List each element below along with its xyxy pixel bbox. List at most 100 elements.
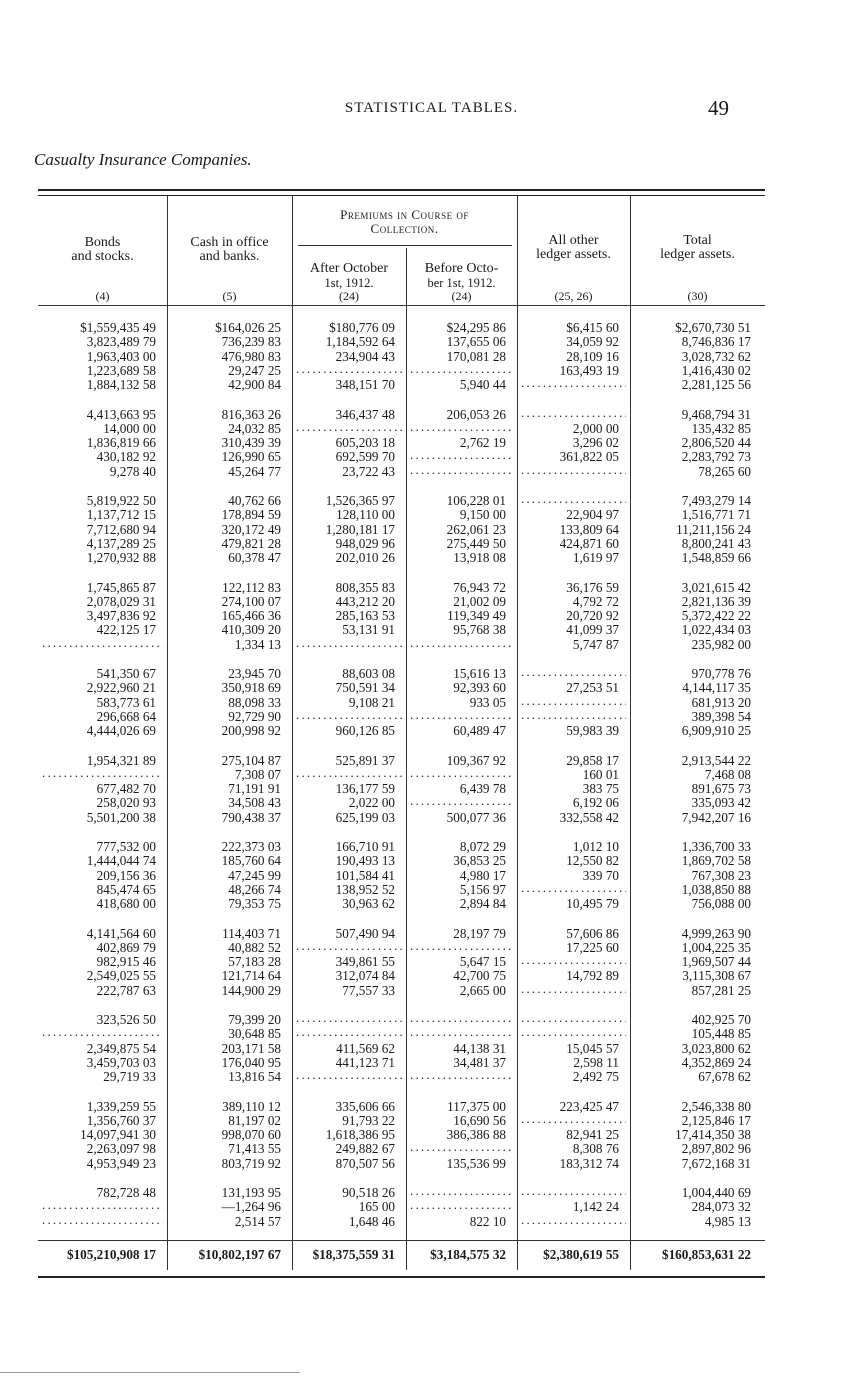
- table-cell: 803,719 92: [221, 1155, 281, 1171]
- table-cell: 677,482 70: [96, 781, 156, 797]
- dot-leader: ........................................: [296, 940, 402, 953]
- table-cell: 430,182 92: [96, 449, 156, 465]
- table-cell: 1,963,403 00: [86, 348, 156, 364]
- table-cell: 16,690 56: [453, 1112, 506, 1128]
- header-line: 1st, 1912.: [324, 276, 374, 290]
- page-number: 49: [708, 96, 729, 120]
- table-cell: 27,253 51: [566, 680, 619, 696]
- header-bonds: Bonds and stocks.: [38, 236, 167, 264]
- table-cell: $2,670,730 51: [675, 320, 751, 335]
- table-cell: 42,900 84: [228, 377, 281, 393]
- table-cell: 2,349,875 54: [86, 1040, 156, 1056]
- header-line: All other: [548, 233, 599, 248]
- table-cell: 24,032 85: [228, 420, 281, 436]
- table-cell: 541,350 67: [96, 666, 156, 681]
- table-cell: 88,098 33: [228, 694, 281, 710]
- table-cell: 126,990 65: [221, 449, 281, 465]
- table-cell: 2,897,802 96: [681, 1141, 751, 1157]
- column-number: (5): [222, 289, 237, 303]
- table-cell: 4,444,026 69: [86, 723, 156, 739]
- table-cell: 389,398 54: [691, 708, 751, 724]
- dot-leader: ........................................: [42, 637, 163, 650]
- table-cell: 160 01: [582, 766, 619, 782]
- table-cell: 5,747 87: [572, 636, 619, 652]
- dot-leader: ........................................: [521, 464, 626, 477]
- dot-leader: ........................................: [521, 955, 626, 968]
- table-cell: 4,953,949 23: [86, 1155, 156, 1171]
- table-cell: 23,945 70: [228, 666, 281, 681]
- table-cell: 389,110 12: [222, 1098, 281, 1114]
- table-cell: 190,493 13: [335, 853, 395, 869]
- table-cell: 808,355 83: [335, 579, 395, 595]
- table-cell: 8,308 76: [572, 1141, 619, 1157]
- table-cell: 30,648 85: [228, 1026, 281, 1042]
- table-cell: 60,378 47: [228, 550, 281, 566]
- total-cell: $160,853,631 22: [661, 1247, 751, 1262]
- header-all-other: All other ledger assets.: [517, 234, 630, 262]
- table-cell: 48,266 74: [228, 881, 281, 897]
- dot-leader: ........................................: [410, 940, 513, 953]
- table-cell: 1,334 13: [234, 636, 281, 652]
- bottom-rule: [38, 1276, 765, 1278]
- column-number: (4): [95, 289, 110, 303]
- table-cell: 7,712,680 94: [86, 521, 156, 537]
- table-cell: 402,869 79: [96, 939, 156, 955]
- table-cell: 312,074 84: [335, 968, 395, 984]
- table-cell: 14,097,941 30: [80, 1127, 156, 1143]
- header-line: ber 1st, 1912.: [427, 276, 496, 290]
- table-cell: 1,022,434 03: [681, 622, 751, 638]
- total-cell: $10,802,197 67: [198, 1247, 281, 1262]
- table-cell: 507,490 94: [335, 925, 395, 941]
- table-cell: 59,983 39: [566, 723, 619, 739]
- table-cell: 1,356,760 37: [86, 1112, 156, 1128]
- dot-leader: ........................................: [42, 767, 163, 780]
- table-cell: 105,448 85: [691, 1026, 751, 1042]
- table-cell: 36,176 59: [566, 579, 619, 595]
- table-cell: $164,026 25: [215, 320, 281, 335]
- table-cell: 479,821 28: [221, 535, 281, 551]
- header-line: ledger assets.: [536, 247, 611, 262]
- table-cell: 45,264 77: [228, 463, 281, 479]
- table-cell: 2,598 11: [573, 1054, 619, 1070]
- dot-leader: ........................................: [521, 1113, 626, 1126]
- table-cell: —1,264 96: [221, 1199, 281, 1215]
- header-total: Total ledger assets.: [630, 234, 765, 262]
- table-cell: 136,177 59: [335, 781, 395, 797]
- dot-leader: ........................................: [521, 882, 626, 895]
- dot-leader: ........................................: [296, 1070, 402, 1083]
- table-cell: 790,438 37: [221, 809, 281, 825]
- table-cell: 10,495 79: [566, 896, 619, 912]
- table-cell: 4,144,117 35: [682, 680, 751, 696]
- table-cell: 165 00: [358, 1199, 395, 1215]
- table-cell: 34,508 43: [228, 795, 281, 811]
- table-cell: 137,655 06: [446, 334, 506, 350]
- table-cell: 47,245 99: [228, 867, 281, 883]
- dot-leader: ........................................: [410, 796, 513, 809]
- table-cell: 2,281,125 56: [681, 377, 751, 393]
- column-divider: [630, 196, 631, 1270]
- table-cell: 348,151 70: [335, 377, 395, 393]
- dot-leader: ........................................: [42, 1214, 163, 1227]
- table-cell: 4,141,564 60: [86, 925, 156, 941]
- table-cell: 285,163 53: [335, 608, 395, 624]
- table-cell: 7,468 08: [704, 766, 751, 782]
- table-cell: 6,192 06: [572, 795, 619, 811]
- table-cell: 57,183 28: [228, 954, 281, 970]
- table-cell: 2,022 00: [348, 795, 395, 811]
- table-cell: 6,909,910 25: [681, 723, 751, 739]
- table-cell: 117,375 00: [447, 1098, 506, 1114]
- table-cell: 1,444,044 74: [86, 853, 156, 869]
- table-cell: 411,569 62: [336, 1040, 395, 1056]
- table-cell: 42,700 75: [453, 968, 506, 984]
- header-line: Cash in office: [190, 235, 269, 250]
- table-cell: 34,059 92: [566, 334, 619, 350]
- dot-leader: ........................................: [410, 464, 513, 477]
- table-cell: 736,239 83: [221, 334, 281, 350]
- table-cell: 1,745,865 87: [86, 579, 156, 595]
- column-divider: [406, 248, 407, 1270]
- dot-leader: ........................................: [410, 767, 513, 780]
- column-number: (24): [451, 289, 472, 303]
- total-cell: $18,375,559 31: [312, 1247, 395, 1262]
- table-cell: $180,776 09: [329, 320, 395, 335]
- table-cell: 71,413 55: [228, 1141, 281, 1157]
